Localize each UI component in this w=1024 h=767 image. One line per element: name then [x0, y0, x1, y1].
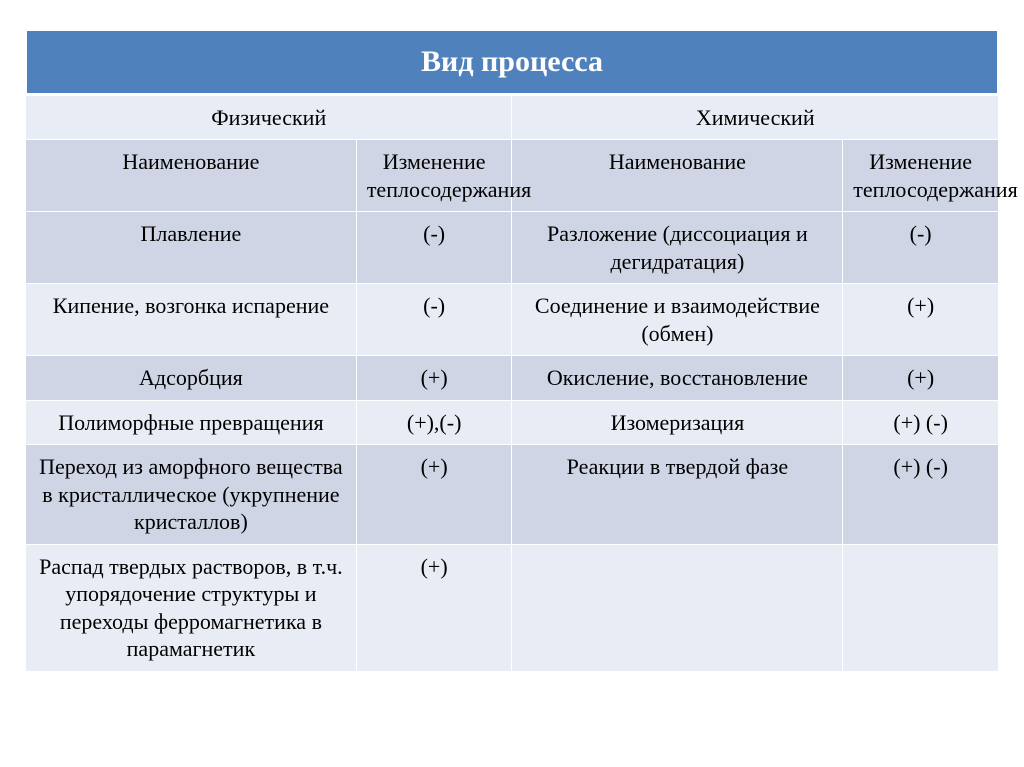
subheader-phys-change: Изменение теплосодержания — [356, 140, 512, 212]
phys-name: Распад твердых растворов, в т.ч. упорядо… — [26, 544, 357, 671]
phys-change: (+) — [356, 544, 512, 671]
chem-name: Изомеризация — [512, 400, 843, 445]
chem-change: (+) — [843, 356, 999, 401]
chem-name: Разложение (диссоциация и дегидратация) — [512, 212, 843, 284]
phys-name: Полиморфные превращения — [26, 400, 357, 445]
group-physical: Физический — [26, 94, 512, 140]
table-row: Кипение, возгонка испарение (-) Соединен… — [26, 284, 999, 356]
subheader-phys-name: Наименование — [26, 140, 357, 212]
table-row: Плавление (-) Разложение (диссоциация и … — [26, 212, 999, 284]
phys-change: (-) — [356, 212, 512, 284]
phys-name: Кипение, возгонка испарение — [26, 284, 357, 356]
chem-change — [843, 544, 999, 671]
chem-name: Реакции в твердой фазе — [512, 445, 843, 545]
chem-change: (+) — [843, 284, 999, 356]
table-row: Полиморфные превращения (+),(-) Изомериз… — [26, 400, 999, 445]
subheader-chem-change: Изменение теплосодержания — [843, 140, 999, 212]
chem-change: (+) (-) — [843, 400, 999, 445]
group-chemical: Химический — [512, 94, 999, 140]
chem-change: (+) (-) — [843, 445, 999, 545]
table-row: Переход из аморфного вещества в кристалл… — [26, 445, 999, 545]
chem-change: (-) — [843, 212, 999, 284]
phys-name: Адсорбция — [26, 356, 357, 401]
chem-name: Окисление, восстановление — [512, 356, 843, 401]
subheader-chem-name: Наименование — [512, 140, 843, 212]
chem-name: Соединение и взаимодействие (обмен) — [512, 284, 843, 356]
process-table: Вид процесса Физический Химический Наиме… — [24, 28, 1000, 672]
phys-change: (+) — [356, 356, 512, 401]
table-row: Адсорбция (+) Окисление, восстановление … — [26, 356, 999, 401]
phys-change: (+) — [356, 445, 512, 545]
phys-change: (-) — [356, 284, 512, 356]
phys-name: Переход из аморфного вещества в кристалл… — [26, 445, 357, 545]
chem-name — [512, 544, 843, 671]
table-row: Распад твердых растворов, в т.ч. упорядо… — [26, 544, 999, 671]
table-title: Вид процесса — [26, 30, 999, 95]
phys-change: (+),(-) — [356, 400, 512, 445]
phys-name: Плавление — [26, 212, 357, 284]
